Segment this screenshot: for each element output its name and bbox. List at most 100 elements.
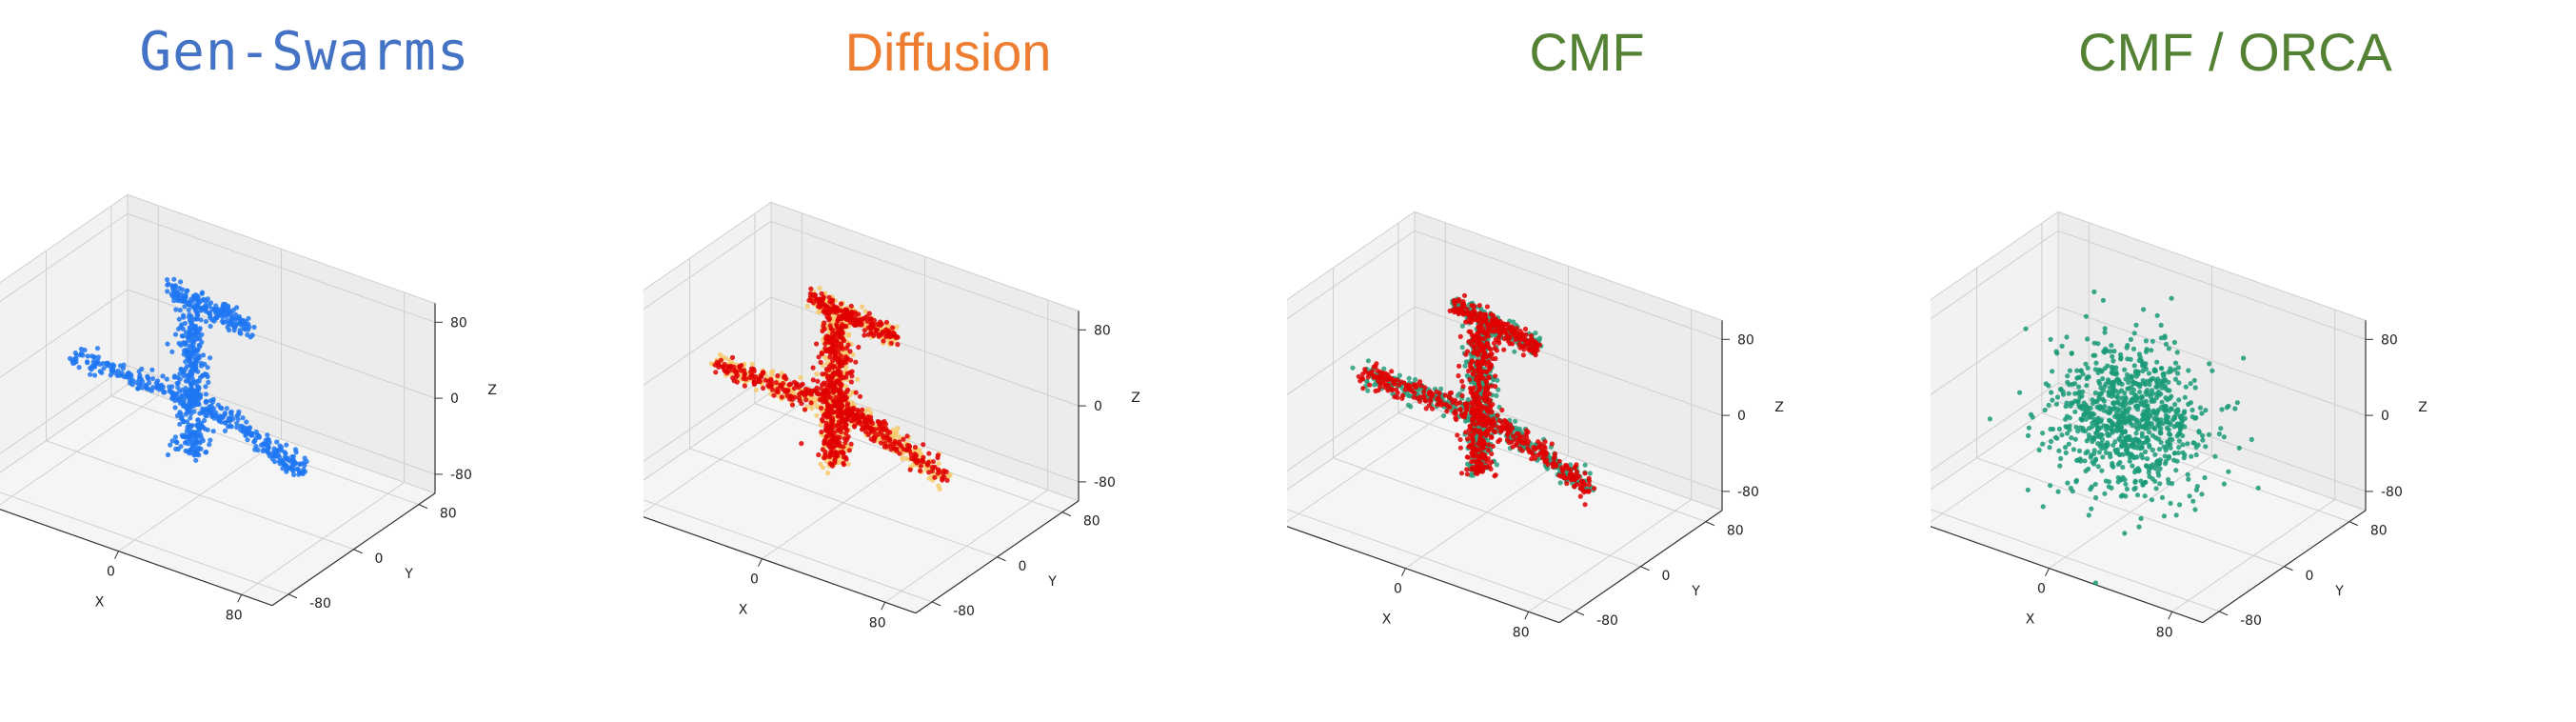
data-point	[186, 302, 191, 308]
data-point	[172, 331, 179, 337]
data-point	[274, 439, 280, 445]
data-point	[2109, 343, 2114, 349]
data-point	[832, 351, 838, 356]
data-point	[178, 444, 184, 450]
data-point	[848, 317, 854, 323]
data-point	[1524, 434, 1530, 440]
data-point	[1533, 331, 1538, 336]
data-point	[2175, 450, 2181, 456]
axis-label: X	[95, 595, 105, 611]
data-point	[175, 290, 181, 295]
data-point	[2175, 371, 2181, 376]
data-point	[172, 373, 178, 379]
data-point	[2086, 512, 2091, 518]
data-point	[1521, 347, 1527, 352]
data-point	[194, 440, 200, 446]
data-point	[85, 353, 90, 359]
data-point	[903, 447, 909, 452]
data-point	[206, 311, 211, 316]
tick-label: -80	[1596, 613, 1618, 629]
tick-label: 0	[2037, 582, 2046, 597]
data-point	[920, 457, 925, 463]
data-point	[1556, 472, 1562, 478]
data-point	[1481, 464, 1487, 470]
data-point	[2200, 432, 2206, 438]
data-point	[845, 332, 852, 338]
tick-label: 80	[1513, 625, 1530, 640]
data-point	[76, 365, 82, 371]
data-point	[1527, 348, 1533, 353]
data-point	[882, 421, 888, 427]
y-tick	[1575, 611, 1585, 616]
data-point	[195, 312, 201, 318]
data-point	[1577, 482, 1584, 488]
data-point	[1570, 476, 1575, 482]
data-point	[165, 289, 170, 294]
data-point	[185, 377, 190, 383]
data-point	[838, 341, 844, 347]
data-point	[169, 349, 175, 354]
data-point	[1564, 481, 1570, 487]
data-point	[2173, 512, 2179, 518]
data-point	[202, 371, 208, 377]
data-point	[820, 465, 826, 471]
data-point	[226, 415, 231, 421]
data-point	[1534, 343, 1539, 349]
data-point	[828, 345, 834, 351]
data-point	[828, 362, 834, 368]
data-point	[897, 434, 902, 440]
data-point	[880, 331, 885, 336]
data-point	[926, 470, 932, 475]
data-point	[149, 375, 156, 382]
data-point	[1507, 334, 1513, 341]
data-point	[181, 433, 188, 440]
data-point	[859, 411, 865, 417]
data-point	[1495, 319, 1500, 325]
data-point	[1369, 369, 1375, 374]
data-point	[154, 378, 161, 384]
data-point	[1456, 400, 1463, 406]
data-point	[1542, 445, 1548, 451]
data-point	[1496, 439, 1501, 445]
data-point	[203, 384, 208, 390]
data-point	[2134, 492, 2141, 498]
data-point	[248, 334, 253, 340]
data-point	[171, 276, 177, 282]
data-point	[1411, 382, 1417, 388]
data-point	[810, 365, 816, 371]
data-point	[823, 433, 829, 439]
data-point	[835, 359, 841, 365]
data-point	[864, 417, 870, 423]
data-point	[1517, 435, 1523, 441]
data-point	[182, 348, 188, 353]
data-point	[1464, 436, 1471, 442]
data-point	[826, 339, 833, 345]
data-point	[2096, 450, 2102, 455]
data-point	[848, 418, 854, 424]
data-point	[771, 392, 777, 398]
data-point	[1406, 392, 1412, 399]
data-point	[761, 370, 766, 375]
data-point	[190, 340, 197, 346]
data-point	[852, 310, 858, 315]
grid-line	[884, 490, 1048, 603]
data-point	[823, 349, 829, 354]
data-point	[893, 440, 899, 447]
data-point	[2141, 307, 2147, 312]
point-cloud	[1350, 292, 1597, 508]
data-point	[1468, 424, 1474, 430]
data-point	[1435, 396, 1440, 402]
data-point	[1564, 463, 1570, 469]
data-point	[862, 332, 867, 338]
data-point	[876, 333, 882, 339]
data-point	[1549, 441, 1555, 447]
grid-line	[1414, 230, 1723, 340]
data-point	[1490, 443, 1496, 450]
data-point	[1582, 482, 1588, 488]
x-tick	[114, 551, 119, 559]
data-point	[1438, 386, 1444, 391]
data-point	[1476, 303, 1482, 309]
data-point	[859, 422, 864, 428]
data-point	[822, 454, 828, 460]
data-point	[1453, 415, 1458, 421]
